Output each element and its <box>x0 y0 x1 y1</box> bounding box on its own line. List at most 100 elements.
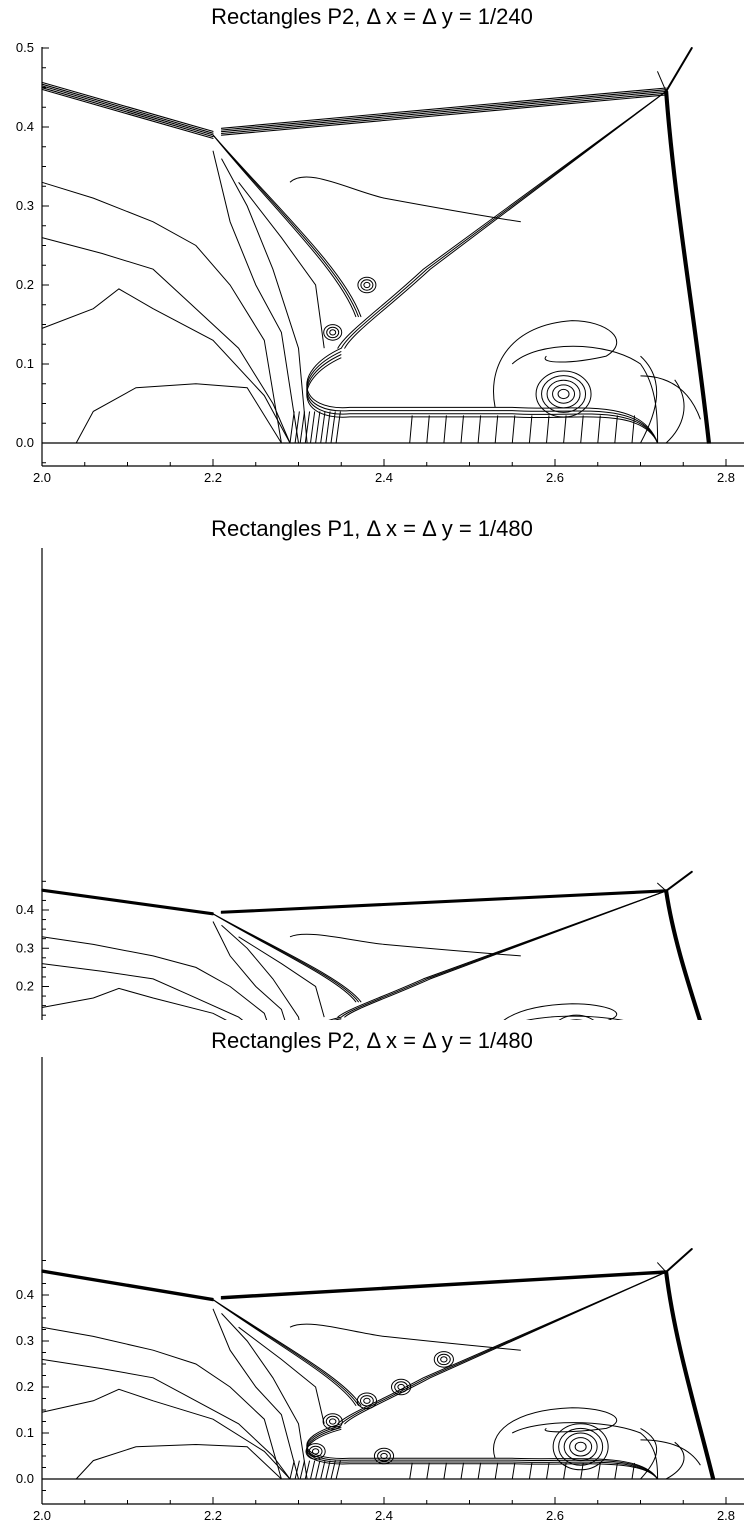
rollup-vortex <box>397 1383 405 1391</box>
y-tick-label: 0.2 <box>16 979 34 994</box>
rollup-vortex <box>323 324 343 341</box>
wall-contour <box>325 411 331 444</box>
y-tick-label: 0.4 <box>16 119 34 134</box>
reflected-slip-line <box>212 913 362 1003</box>
wall-contour <box>511 1462 516 1480</box>
rollup-vortex <box>329 329 337 336</box>
upper-contour <box>289 1323 521 1351</box>
wall-contour <box>310 411 316 444</box>
slip-line <box>344 890 667 1018</box>
mach-stem-line <box>664 890 700 1020</box>
mach-stem-line <box>665 890 701 1020</box>
reflected-shock-line <box>220 90 667 133</box>
reflected-shock-line <box>220 890 667 913</box>
vortex-arc-contour <box>511 1422 659 1480</box>
rollup-vortex <box>440 1356 448 1363</box>
pressure-contour <box>41 1358 291 1480</box>
mach-stem-line <box>664 90 709 444</box>
y-tick-label: 0.4 <box>16 902 34 917</box>
y-tick-label: 0.1 <box>16 356 34 371</box>
pressure-contour <box>41 1326 282 1480</box>
wall-contour <box>597 415 601 444</box>
wall-contour <box>299 411 305 444</box>
wall-jet-contour <box>306 1427 659 1480</box>
reflected-slip-line <box>212 913 357 1003</box>
vortex-arc-contour <box>665 1441 685 1480</box>
vortex-ring <box>541 375 587 413</box>
y-tick-label: 0.2 <box>16 1379 34 1394</box>
wall-contour <box>294 411 300 444</box>
wall-contour <box>335 411 341 444</box>
wall-contour <box>580 415 584 444</box>
vortex-arc-contour <box>640 1427 658 1480</box>
wall-contour <box>546 415 550 444</box>
reflected-shock-line <box>220 891 667 914</box>
rollup-vortex <box>363 281 371 289</box>
pressure-contour <box>41 987 227 1020</box>
incident-shock-line <box>41 890 214 916</box>
wall-contour <box>289 411 295 444</box>
upper-shock-stub <box>665 1248 693 1273</box>
slip-line <box>337 1271 667 1425</box>
slip-line <box>340 90 667 349</box>
chart-panel-3: Rectangles P2, Δ x = Δ y = 1/480 2.0 2.2 2… <box>0 1020 744 1525</box>
rollup-vortex <box>377 1450 391 1462</box>
wall-contour <box>563 415 567 444</box>
chart-panel-1: Rectangles P2, Δ x = Δ y = 1/240 2.0 2.2 2… <box>0 0 744 505</box>
mach-stem-line <box>665 90 710 444</box>
x-tick-label: 2.4 <box>375 1508 393 1523</box>
rollup-vortex <box>373 1447 395 1465</box>
pressure-contour <box>221 1313 308 1480</box>
vortex-arc-contour <box>526 1015 624 1020</box>
reflected-shock-line <box>220 87 667 129</box>
contour-plot-3: 2.0 2.2 2.4 2.6 2.8 0.0 0.1 0.2 0.3 0.4 <box>16 1057 744 1523</box>
wall-contour <box>315 411 321 444</box>
vortex-arc-contour <box>511 345 659 444</box>
pressure-contour <box>41 936 268 1020</box>
reflected-shock-line <box>220 1272 667 1300</box>
x-tick-label: 2.2 <box>204 1508 222 1523</box>
slip-line <box>337 90 667 349</box>
rollup-vortex <box>360 279 374 291</box>
reflected-shock-line <box>220 89 667 131</box>
reflected-slip-line <box>212 134 362 318</box>
mach-stem-line <box>666 1271 716 1480</box>
wall-contour <box>443 415 447 444</box>
wall-jet-contour <box>306 347 659 444</box>
mach-stem-line <box>666 90 711 444</box>
wall-contour <box>330 1460 336 1480</box>
y-tick-label: 0.2 <box>16 277 34 292</box>
wall-contour <box>304 411 311 444</box>
wall-contour <box>614 1462 618 1480</box>
wall-jet-contour <box>306 1423 659 1480</box>
pressure-contour <box>212 1308 299 1480</box>
rollup-vortex <box>325 1415 340 1428</box>
vortex-outer-contour <box>493 320 618 408</box>
reflected-shock-line <box>220 1270 667 1298</box>
pressure-contour <box>41 963 244 1020</box>
x-tick-label: 2.2 <box>204 470 222 485</box>
wall-contour <box>409 415 413 444</box>
wall-contour <box>310 1460 316 1480</box>
wall-contour <box>528 415 533 444</box>
pressure-contour <box>212 150 299 444</box>
wall-contour <box>325 1460 331 1480</box>
upper-shock-stub-2 <box>657 882 667 892</box>
vortex-ring <box>558 1427 604 1466</box>
reflected-shock-line <box>220 92 667 135</box>
y-tick-label: 0.0 <box>16 435 34 450</box>
wall-jet-contour <box>306 1428 658 1480</box>
rollup-vortex <box>436 1353 451 1366</box>
rollup-vortex <box>357 276 377 294</box>
incident-shock-line <box>41 888 214 914</box>
wall-contour <box>315 1460 321 1480</box>
rollup-vortex <box>326 326 340 339</box>
pressure-contour <box>75 383 282 444</box>
rollup-vortex <box>363 1397 371 1404</box>
contour-plot-2: 2.02.22.42.62.80.00.10.20.30.4 <box>16 548 702 1020</box>
vortex-ring <box>563 1432 598 1462</box>
rollup-vortex <box>305 1443 326 1460</box>
chart-panel-2: Rectangles P1, Δ x = Δ y = 1/480 2.02.22… <box>0 510 744 1020</box>
incident-shock-line <box>41 1270 214 1301</box>
wall-contour <box>494 1462 499 1480</box>
